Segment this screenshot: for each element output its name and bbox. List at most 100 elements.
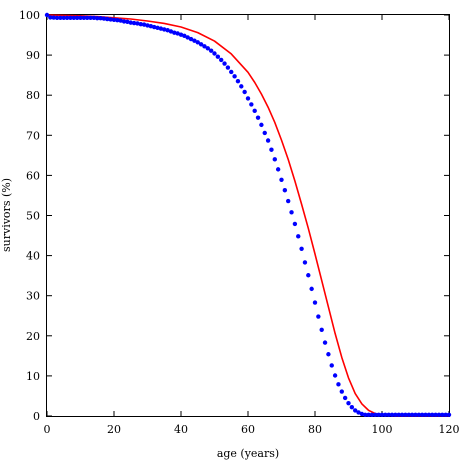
survival-data-point: [185, 35, 190, 40]
survival-data-point: [229, 69, 234, 75]
survival-data-point: [51, 15, 56, 20]
survival-data-point: [296, 234, 301, 239]
model-curve-layer: [46, 14, 449, 417]
survival-data-point: [379, 412, 385, 417]
survival-data-point: [212, 51, 217, 56]
survival-data-point: [135, 21, 140, 26]
survival-data-point: [121, 19, 127, 24]
data-points-layer: [44, 12, 452, 417]
survival-data-point: [81, 15, 87, 21]
survival-data-point: [440, 412, 445, 417]
survival-data-point: [393, 412, 398, 417]
y-tick-label: 70: [26, 129, 40, 142]
survival-data-point: [420, 412, 425, 417]
survival-data-point: [332, 373, 338, 378]
y-tick-label: 80: [26, 89, 40, 102]
survival-data-point: [279, 177, 284, 183]
y-axis-label: survivors (%): [0, 178, 13, 252]
survival-data-point: [265, 138, 271, 143]
survival-data-point: [416, 412, 422, 417]
survival-data-point: [369, 412, 375, 417]
y-tick-label: 20: [26, 330, 40, 343]
model-survival-curve: [46, 14, 449, 417]
x-tick-label: 120: [439, 423, 460, 436]
x-tick-label: 60: [241, 423, 255, 436]
survival-data-point: [232, 74, 237, 79]
survival-data-point: [101, 16, 107, 21]
survival-data-point: [215, 54, 221, 59]
survival-data-point: [85, 15, 90, 21]
survival-data-point: [219, 57, 224, 63]
survival-data-point: [158, 26, 164, 31]
survival-data-point: [406, 412, 411, 417]
survival-data-point: [202, 44, 207, 49]
survival-data-point: [48, 15, 53, 20]
survival-data-point: [336, 382, 341, 387]
survival-data-point: [249, 102, 254, 107]
y-tick-label: 90: [26, 49, 40, 62]
survival-data-point: [91, 15, 97, 21]
survival-data-point: [125, 19, 130, 25]
survival-data-point: [292, 221, 298, 227]
survival-data-point: [188, 36, 194, 42]
survival-data-point: [115, 18, 120, 23]
survival-data-point: [329, 363, 334, 368]
survival-data-point: [78, 15, 83, 21]
survival-data-point: [299, 246, 304, 251]
survival-data-point: [363, 412, 368, 417]
survival-data-point: [430, 412, 435, 417]
survival-data-point: [44, 12, 50, 18]
survival-data-point: [282, 188, 288, 193]
survival-data-point: [275, 167, 281, 172]
survival-data-point: [105, 16, 110, 22]
survival-data-point: [108, 17, 113, 22]
y-tick-label: 10: [26, 370, 40, 383]
survival-data-point: [319, 327, 324, 332]
survival-data-point: [342, 395, 348, 401]
survival-data-point: [242, 89, 247, 95]
survival-data-point: [74, 15, 80, 21]
survival-data-point: [162, 27, 167, 32]
survival-data-point: [245, 96, 251, 101]
survival-data-point: [205, 46, 210, 51]
survival-data-point: [373, 412, 378, 417]
survival-data-point: [182, 33, 187, 39]
x-tick-label: 20: [107, 423, 121, 436]
y-tick-label: 30: [26, 290, 40, 303]
survival-data-point: [383, 412, 388, 417]
survival-data-point: [306, 273, 311, 278]
survival-data-point: [346, 400, 351, 406]
survival-data-point: [269, 147, 274, 152]
survival-data-point: [322, 340, 328, 345]
survival-data-point: [252, 108, 257, 114]
survival-data-point: [225, 65, 231, 70]
axis-tick-labels: 0 20 40 60 80 100 120 0 10 20 30 40 50 60 70 80 90 100: [19, 9, 460, 436]
survival-data-point: [165, 28, 170, 33]
y-tick-label: 0: [33, 410, 40, 423]
survival-data-point: [131, 20, 137, 26]
survival-data-point: [71, 15, 77, 21]
survival-data-point: [148, 24, 154, 29]
survival-data-point: [58, 15, 63, 21]
survival-data-point: [396, 412, 401, 417]
survival-data-point: [192, 38, 197, 43]
survival-data-point: [239, 84, 244, 89]
axis-ticks: [46, 14, 450, 417]
survival-data-point: [54, 15, 60, 21]
survival-data-point: [316, 314, 321, 319]
survival-data-point: [403, 412, 408, 417]
survival-data-point: [339, 389, 344, 394]
survival-data-point: [443, 412, 448, 417]
survival-data-point: [312, 300, 318, 305]
x-tick-label: 80: [308, 423, 322, 436]
survival-data-point: [289, 210, 294, 215]
survival-data-point: [255, 115, 261, 120]
survival-data-point: [386, 412, 391, 417]
survival-data-point: [138, 22, 143, 27]
survival-data-point: [359, 411, 365, 417]
survival-data-point: [356, 410, 361, 415]
survival-data-point: [409, 412, 415, 417]
survival-data-point: [302, 260, 308, 265]
survival-data-point: [198, 42, 204, 47]
survival-data-point: [111, 17, 117, 23]
